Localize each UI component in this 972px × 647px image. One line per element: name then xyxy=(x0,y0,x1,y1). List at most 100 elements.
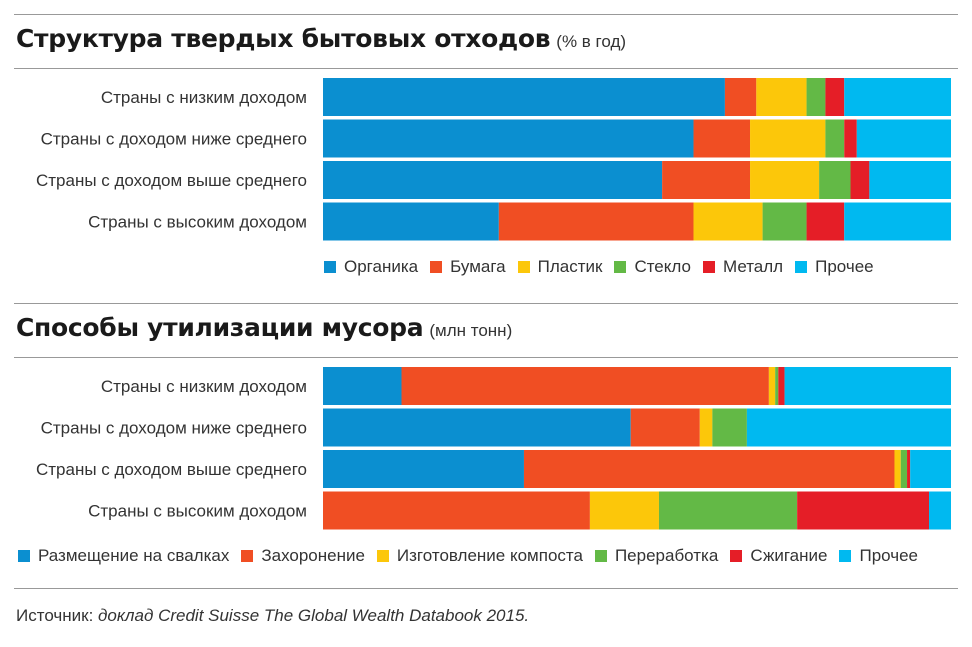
chart2-legend-swatch xyxy=(730,550,743,562)
chart2-bar-segment xyxy=(630,408,700,447)
chart2-bar-segment xyxy=(401,367,769,405)
chart1-legend-item: Пластик xyxy=(517,257,602,277)
chart1-category-label: Страны с высоким доходом xyxy=(88,213,307,232)
chart2-legend: Размещение на свалках Захоронение Изготовл… xyxy=(18,545,918,567)
chart1-legend-item: Металл xyxy=(702,257,784,277)
chart1-bar-segment xyxy=(323,161,663,199)
chart2-category-label: Страны с высоким доходом xyxy=(88,502,307,521)
chart2-legend-swatch xyxy=(376,550,389,562)
chart1-bar-segment xyxy=(844,119,857,158)
chart2-bar-segment xyxy=(323,491,590,530)
chart2-legend-label: Прочее xyxy=(859,546,918,565)
chart2-title-block: Способы утилизации мусора (млн тонн) xyxy=(16,313,512,342)
chart2-legend-item: Переработка xyxy=(594,546,719,566)
chart1-bar-segment xyxy=(869,161,951,199)
chart1-bar-segment xyxy=(844,202,951,241)
chart1-bar-segment xyxy=(806,202,845,241)
chart2-bar-segment xyxy=(523,450,895,488)
bottom-rule xyxy=(14,588,958,589)
chart1-legend-item: Стекло xyxy=(614,257,691,277)
chart1-bar-segment xyxy=(323,119,694,158)
chart1-bar-segment xyxy=(856,119,951,158)
chart1-bar-segment xyxy=(819,161,851,199)
chart2-bar-segment xyxy=(768,367,776,405)
chart1-legend-item: Органика xyxy=(324,257,418,277)
chart2-title: Способы утилизации мусора xyxy=(16,313,424,342)
chart1-legend-swatch xyxy=(614,261,627,273)
chart1-legend-swatch xyxy=(702,261,715,273)
source-publication: доклад Credit Suisse The Global Wealth D… xyxy=(98,606,530,625)
chart1-legend-label: Прочее xyxy=(815,257,874,276)
chart2-bar-segment xyxy=(712,408,747,447)
chart1-legend-swatch xyxy=(324,261,336,273)
chart1-title: Структура твердых бытовых отходов xyxy=(16,24,551,53)
source-label: Источник: xyxy=(16,606,94,625)
chart2-bar-segment xyxy=(910,450,951,488)
chart1-bar-segment xyxy=(806,78,826,116)
chart1-legend-item: Прочее xyxy=(795,257,874,277)
chart1-bar-segment xyxy=(693,202,763,241)
chart1-bar-segment xyxy=(850,161,870,199)
chart2-bar-segment xyxy=(929,491,951,530)
chart2-legend-item: Прочее xyxy=(839,546,918,566)
chart2-bar-segment xyxy=(778,367,785,405)
chart2-bar-segment xyxy=(699,408,713,447)
chart2-plot: Страны с низким доходом Страны с доходом … xyxy=(36,367,951,530)
chart2-bar-segment xyxy=(894,450,901,488)
chart2-legend-label: Размещение на свалках xyxy=(38,546,230,565)
chart1-bar-segment xyxy=(756,78,807,116)
chart1-bar-segment xyxy=(693,119,751,158)
chart2-legend-swatch xyxy=(241,550,254,562)
chart2-bar-segment xyxy=(784,367,951,405)
chart2-legend-item: Размещение на свалках xyxy=(18,546,229,566)
chart1-subtitle: (% в год) xyxy=(556,32,627,51)
chart1-title-rule xyxy=(14,68,958,69)
chart2-subtitle: (млн тонн) xyxy=(429,321,513,340)
chart1-bar-segment xyxy=(750,119,826,158)
chart1-bar-segment xyxy=(762,202,807,241)
chart2-bar-segment xyxy=(323,408,631,447)
chart2-bar-segment xyxy=(589,491,659,530)
chart2-bar-segment xyxy=(323,367,402,405)
chart1-legend-label: Органика xyxy=(344,257,419,276)
chart2-title-rule xyxy=(14,357,958,358)
chart2-legend-label: Сжигание xyxy=(750,546,828,565)
chart2-bar-segment xyxy=(323,450,524,488)
chart2-bar-segment xyxy=(907,450,911,488)
chart1-legend-item: Бумага xyxy=(430,257,506,277)
chart2-legend-label: Изготовление компоста xyxy=(396,546,583,565)
chart1-category-label: Страны с доходом ниже среднего xyxy=(41,130,307,149)
chart1-bar-segment xyxy=(323,202,499,241)
chart2-category-label: Страны с низким доходом xyxy=(101,377,307,396)
chart2-bar-segment xyxy=(746,408,951,447)
chart1-plot: Страны с низким доходом Страны с доходом … xyxy=(36,78,951,241)
chart2-category-label: Страны с доходом ниже среднего xyxy=(41,419,307,438)
chart1-legend-swatch xyxy=(430,261,443,273)
chart2-legend-label: Переработка xyxy=(614,546,719,565)
chart1-bar-segment xyxy=(323,78,725,116)
chart1-category-label: Страны с низким доходом xyxy=(101,88,307,107)
top-rule xyxy=(14,14,958,15)
chart1-legend-swatch xyxy=(795,261,808,273)
chart1-bar-segment xyxy=(844,78,951,116)
chart1-title-block: Структура твердых бытовых отходов (% в го… xyxy=(16,24,626,53)
chart2-bar-segment xyxy=(900,450,908,488)
chart2-legend-item: Изготовление компоста xyxy=(376,546,583,566)
chart1-legend-label: Стекло xyxy=(634,257,691,276)
middle-rule xyxy=(14,303,958,304)
chart1-legend-label: Бумага xyxy=(450,257,506,276)
chart2-bar-segment xyxy=(658,491,798,530)
chart1-legend-label: Металл xyxy=(722,257,784,276)
chart1-bar-segment xyxy=(724,78,757,116)
chart1-bar-segment xyxy=(825,78,845,116)
chart2-legend-swatch xyxy=(18,550,30,562)
source-note: Источник: доклад Credit Suisse The Globa… xyxy=(16,606,529,626)
chart2-legend-item: Захоронение xyxy=(241,546,365,566)
chart2-legend-swatch xyxy=(594,550,607,562)
chart2-bar-segment xyxy=(797,491,930,530)
chart1-bar-segment xyxy=(498,202,694,241)
chart2-legend-item: Сжигание xyxy=(730,546,827,566)
chart1-bar-segment xyxy=(662,161,751,199)
chart1-legend: Органика Бумага Пластик Стекло Металл Прочее xyxy=(324,256,874,278)
chart2-bar-segment xyxy=(775,367,779,405)
